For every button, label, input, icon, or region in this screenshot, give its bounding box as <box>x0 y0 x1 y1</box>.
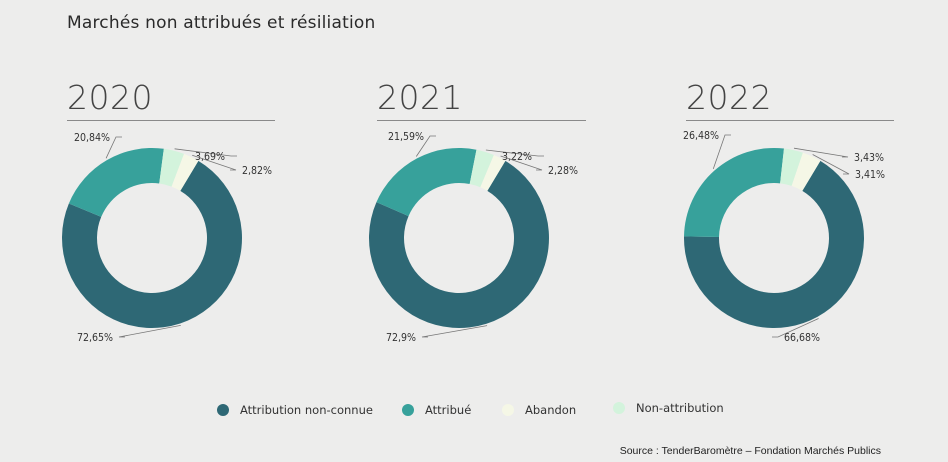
data-label-2022-abandon: 3,41% <box>855 169 885 181</box>
data-label-2020-abandon: 2,82% <box>242 165 272 177</box>
year-2022-rule <box>686 120 894 121</box>
year-2020-title: 2020 <box>67 78 153 117</box>
slice-2020-attribue <box>68 147 164 217</box>
source-note: Source : TenderBaromètre – Fondation Mar… <box>619 445 881 457</box>
data-label-2021-attribution-non-connue: 72,9% <box>386 332 416 344</box>
legend-label: Attribué <box>425 403 472 417</box>
slice-2020-abandon <box>171 153 199 191</box>
legend-swatch <box>217 404 229 416</box>
legend-swatch <box>502 404 514 416</box>
legend-swatch <box>402 404 414 416</box>
data-label-2020-attribue: 20,84% <box>74 132 110 144</box>
leader-line-2020-non-attribution <box>174 148 237 157</box>
legend-label: Attribution non-connue <box>240 403 373 417</box>
data-label-2021-abandon: 2,28% <box>548 165 578 177</box>
leader-line-2020-abandon <box>192 154 237 171</box>
legend-item-abandon: Abandon <box>502 403 576 417</box>
slice-2020-non-attribution <box>159 148 185 187</box>
slice-2022-attribue <box>684 148 784 237</box>
slice-2021-abandon <box>480 155 506 191</box>
leader-line-2021-abandon <box>500 155 543 171</box>
leader-line-2020-attribution-non-connue <box>118 324 181 338</box>
data-label-2020-non-attribution: 3,69% <box>195 151 225 163</box>
data-label-2022-non-attribution: 3,43% <box>854 152 884 164</box>
leader-line-2021-attribue <box>415 135 436 157</box>
slice-2021-attribue <box>376 147 477 217</box>
slice-2020-attribution-non-connue <box>62 160 242 329</box>
chart-title: Marchés non attribués et résiliation <box>67 13 376 33</box>
leader-line-2021-non-attribution <box>485 149 544 157</box>
legend-label: Non-attribution <box>636 401 724 415</box>
slice-2021-non-attribution <box>469 149 494 188</box>
data-label-2021-non-attribution: 3,22% <box>502 151 532 163</box>
year-2021-title: 2021 <box>377 78 463 117</box>
legend-item-non-attribution: Non-attribution <box>613 401 724 415</box>
leader-line-2021-attribution-non-connue <box>421 325 488 338</box>
slice-2022-abandon <box>791 152 821 191</box>
slice-2022-non-attribution <box>780 148 803 186</box>
data-label-2022-attribue: 26,48% <box>683 130 719 142</box>
data-label-2022-attribution-non-connue: 66,68% <box>784 332 820 344</box>
year-2022-title: 2022 <box>686 78 772 117</box>
year-2021-rule <box>377 120 586 121</box>
legend-swatch <box>613 402 625 414</box>
leader-line-2022-attribue <box>712 134 731 170</box>
legend-label: Abandon <box>525 403 577 417</box>
data-label-2020-attribution-non-connue: 72,65% <box>77 332 113 344</box>
year-2020-rule <box>67 120 275 121</box>
slice-2021-attribution-non-connue <box>368 160 549 328</box>
legend-item-attribution-non-connue: Attribution non-connue <box>217 403 373 417</box>
leader-line-2022-abandon <box>812 154 850 175</box>
leader-line-2022-attribution-non-connue <box>772 318 819 338</box>
slice-2022-attribution-non-connue <box>684 160 865 328</box>
legend-item-attribue: Attribué <box>402 403 471 417</box>
leader-line-2022-non-attribution <box>793 147 849 158</box>
data-label-2021-attribue: 21,59% <box>388 131 424 143</box>
leader-line-2020-attribue <box>105 136 122 159</box>
